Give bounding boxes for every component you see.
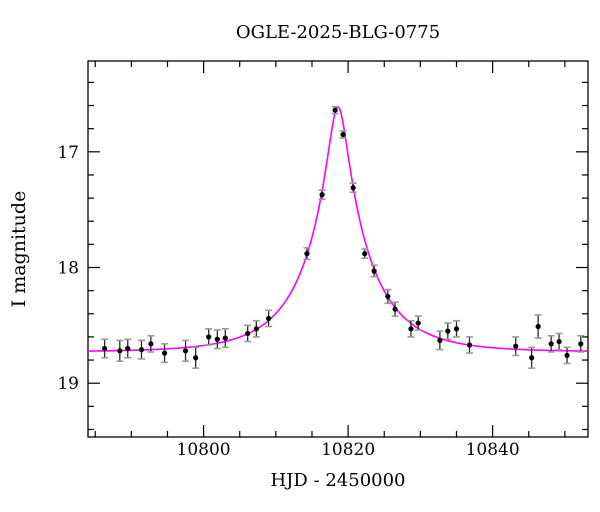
data-point — [564, 352, 570, 359]
data-point — [392, 306, 398, 312]
data-point — [125, 345, 131, 352]
data-point — [332, 107, 338, 113]
data-points — [102, 107, 584, 361]
data-point — [548, 341, 554, 347]
data-point — [148, 341, 154, 347]
x-axis-label: HJD - 2450000 — [270, 470, 406, 491]
data-point — [445, 328, 451, 334]
data-point — [415, 320, 421, 326]
data-point — [193, 355, 199, 361]
x-tick-label: 10800 — [177, 440, 231, 460]
data-point — [529, 355, 535, 361]
data-point — [214, 336, 220, 342]
x-tick-label: 10840 — [466, 440, 520, 460]
data-point — [319, 192, 325, 198]
data-point — [102, 345, 108, 352]
data-point — [578, 341, 584, 347]
data-point — [371, 268, 377, 274]
model-curve — [88, 105, 588, 352]
data-point — [466, 342, 473, 348]
data-point — [408, 326, 414, 332]
data-point — [117, 348, 123, 354]
data-point — [385, 293, 391, 300]
data-point — [253, 326, 259, 332]
data-point — [535, 323, 541, 330]
data-point — [362, 251, 368, 257]
data-point — [437, 337, 443, 343]
data-point — [138, 347, 145, 353]
y-tick-label: 18 — [57, 259, 79, 279]
data-point — [182, 348, 189, 354]
axes-frame — [87, 60, 589, 438]
data-point — [266, 315, 272, 322]
data-point — [222, 335, 228, 341]
data-point — [304, 251, 310, 257]
data-point — [340, 131, 346, 138]
chart-title: OGLE-2025-BLG-0775 — [235, 22, 441, 43]
y-tick-label: 19 — [57, 374, 79, 394]
error-bars — [101, 105, 585, 369]
y-tick-labels: 17 18 19 — [57, 143, 79, 394]
data-point — [513, 343, 519, 349]
x-tick-label: 10820 — [321, 440, 375, 460]
data-point — [206, 334, 212, 340]
data-point — [556, 338, 562, 345]
data-point — [161, 350, 168, 356]
data-point — [453, 326, 460, 332]
axis-ticks — [88, 61, 588, 437]
data-point — [350, 185, 356, 191]
x-tick-labels: 10800 10820 10840 — [177, 440, 520, 460]
data-point — [245, 330, 251, 337]
y-tick-label: 17 — [57, 143, 79, 163]
